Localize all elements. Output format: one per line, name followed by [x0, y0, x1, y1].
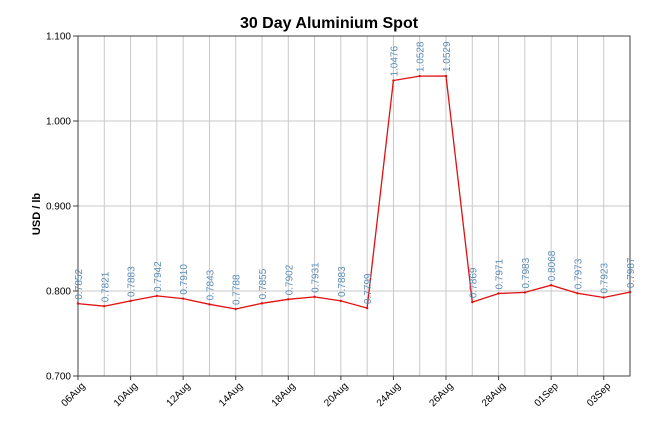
data-label: 0.7987 [626, 257, 637, 288]
x-tick-label: 18Aug [270, 381, 298, 409]
data-point [234, 307, 237, 311]
y-tick-label: 0.700 [46, 372, 71, 383]
data-point [497, 292, 500, 295]
data-point [129, 299, 132, 303]
data-label: 0.8068 [547, 250, 558, 281]
data-point [260, 302, 264, 305]
x-tick-label: 14Aug [217, 381, 245, 409]
y-axis-label: USD / lb [31, 193, 43, 235]
data-point [181, 297, 185, 300]
x-tick-label: 03Sep [585, 381, 614, 410]
data-label: 0.7902 [284, 264, 295, 295]
data-label: 0.7931 [311, 262, 322, 293]
data-point [628, 290, 632, 294]
data-label: 0.7910 [179, 264, 190, 295]
data-point [576, 292, 579, 295]
chart-title: 30 Day Aluminium Spot [240, 15, 419, 32]
data-label: 0.7843 [205, 269, 216, 300]
data-point [471, 300, 474, 304]
data-label: 0.7983 [521, 257, 532, 288]
data-point [365, 306, 369, 310]
data-label: 0.7852 [74, 269, 85, 300]
y-tick-label: 1.100 [46, 32, 71, 43]
x-tick-label: 10Aug [112, 381, 140, 409]
data-label: 0.7883 [337, 266, 348, 297]
data-point [287, 298, 290, 301]
data-label: 0.7799 [363, 273, 374, 304]
y-tick-label: 0.800 [46, 287, 71, 298]
data-point [208, 303, 211, 306]
data-label: 0.7973 [573, 258, 584, 289]
x-tick-label: 01Sep [533, 381, 562, 410]
data-point [602, 296, 605, 299]
data-label: 0.7971 [495, 258, 506, 289]
data-point [523, 291, 527, 294]
data-point [313, 295, 316, 299]
y-tick-label: 1.000 [46, 117, 71, 128]
data-label: 0.7855 [258, 268, 269, 299]
x-tick-label: 24Aug [375, 381, 403, 409]
data-point [339, 299, 343, 303]
data-label: 0.7942 [153, 261, 164, 292]
data-label: 0.7821 [100, 271, 111, 302]
x-tick-label: 28Aug [480, 381, 508, 409]
data-point [155, 294, 159, 298]
data-label: 0.7869 [468, 267, 479, 298]
y-tick-label: 0.900 [46, 202, 71, 213]
plot-border [77, 35, 631, 377]
x-tick-label: 12Aug [165, 381, 193, 409]
data-label: 1.0528 [416, 41, 427, 72]
data-label: 1.0529 [442, 41, 453, 72]
data-label: 0.7883 [127, 266, 138, 297]
data-point [76, 302, 80, 305]
data-label: 0.7923 [600, 263, 611, 294]
data-label: 1.0476 [389, 46, 400, 77]
data-point [103, 305, 106, 308]
x-tick-label: 20Aug [322, 381, 350, 409]
data-point [549, 284, 553, 287]
x-tick-label: 26Aug [427, 381, 455, 409]
series-line [77, 75, 631, 310]
data-point [418, 74, 421, 78]
data-label: 0.7788 [232, 274, 243, 305]
data-point [444, 74, 448, 78]
data-point [392, 79, 395, 82]
x-tick-label: 06Aug [59, 381, 87, 409]
